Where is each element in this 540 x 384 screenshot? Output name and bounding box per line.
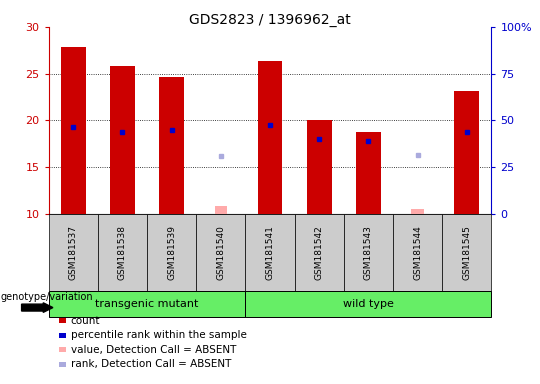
Text: count: count: [71, 316, 100, 326]
Text: GSM181538: GSM181538: [118, 225, 127, 280]
Text: GSM181542: GSM181542: [315, 225, 323, 280]
Text: GSM181541: GSM181541: [266, 225, 274, 280]
Bar: [110, 66, 134, 214]
Bar: [61, 48, 85, 214]
Text: genotype/variation: genotype/variation: [1, 292, 93, 302]
Bar: [159, 77, 184, 214]
Text: GSM181543: GSM181543: [364, 225, 373, 280]
Text: wild type: wild type: [343, 299, 394, 309]
Text: rank, Detection Call = ABSENT: rank, Detection Call = ABSENT: [71, 359, 231, 369]
Text: transgenic mutant: transgenic mutant: [96, 299, 199, 309]
Text: value, Detection Call = ABSENT: value, Detection Call = ABSENT: [71, 345, 236, 355]
Bar: [356, 132, 381, 214]
Text: percentile rank within the sample: percentile rank within the sample: [71, 330, 247, 340]
Bar: [258, 61, 282, 214]
Bar: [411, 209, 424, 214]
Text: GSM181537: GSM181537: [69, 225, 78, 280]
Text: GSM181544: GSM181544: [413, 225, 422, 280]
Bar: [214, 207, 227, 214]
Text: GSM181540: GSM181540: [217, 225, 225, 280]
Bar: [307, 121, 332, 214]
Text: GSM181545: GSM181545: [462, 225, 471, 280]
Bar: [455, 91, 479, 214]
Text: GSM181539: GSM181539: [167, 225, 176, 280]
Text: GDS2823 / 1396962_at: GDS2823 / 1396962_at: [189, 13, 351, 27]
